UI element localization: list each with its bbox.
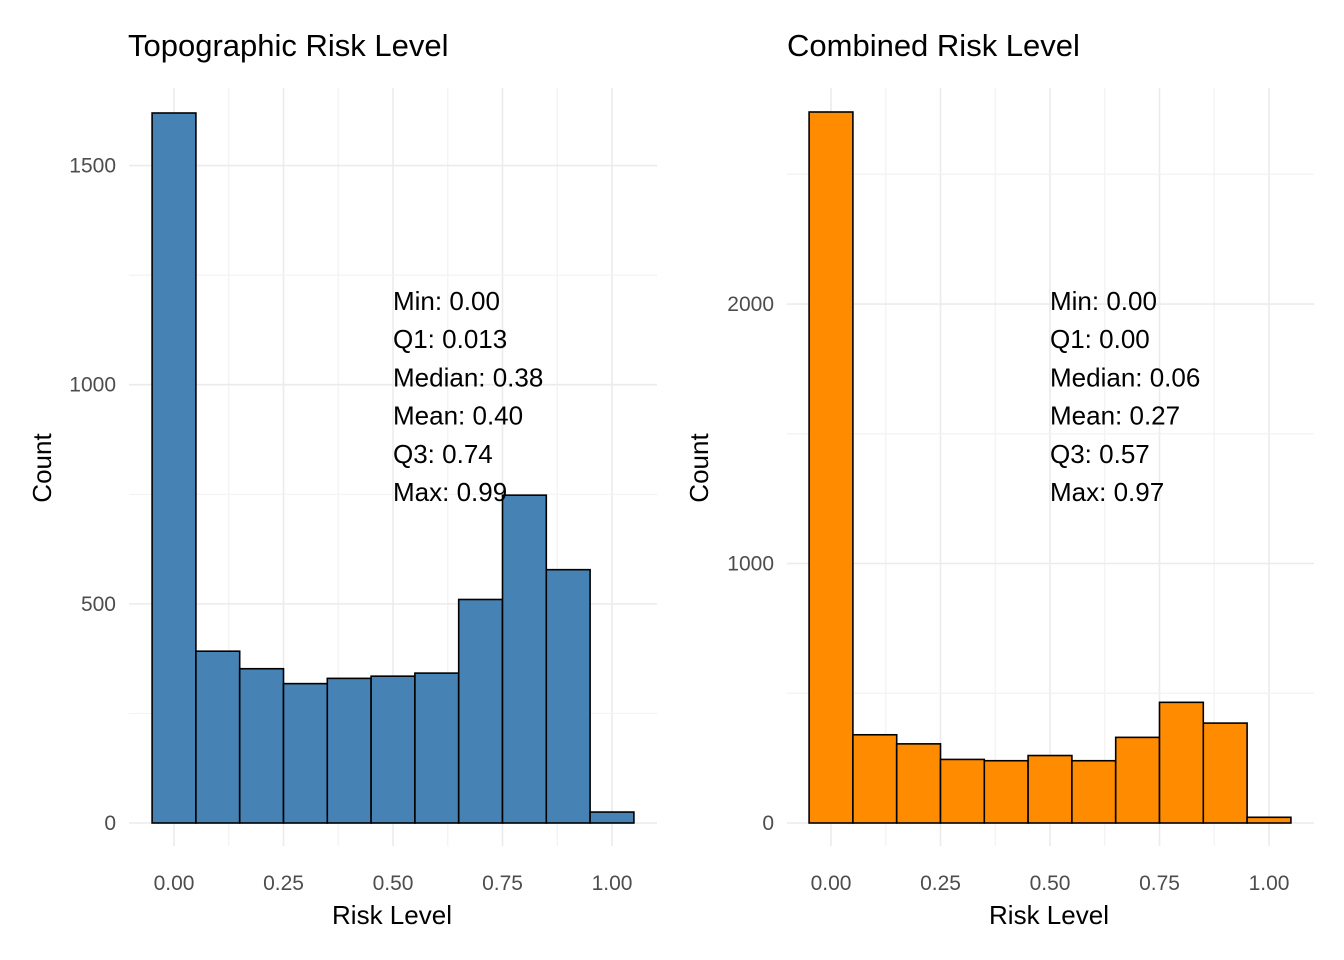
histogram-bar xyxy=(414,672,460,824)
stat-line: Mean: 0.40 xyxy=(393,401,523,431)
histogram-bar xyxy=(195,650,241,824)
histogram-bar xyxy=(852,733,898,824)
stat-line: Max: 0.99 xyxy=(393,477,507,507)
histogram-bar xyxy=(545,568,591,824)
histogram-bar xyxy=(1158,701,1205,824)
histogram-bar xyxy=(895,743,942,824)
histogram-bar xyxy=(1027,754,1073,824)
stat-line: Q1: 0.00 xyxy=(1050,324,1150,354)
histogram-bar xyxy=(1071,759,1117,824)
stat-line: Min: 0.00 xyxy=(393,286,500,316)
histogram-bar xyxy=(1202,722,1248,824)
histogram-bar xyxy=(282,682,329,824)
histogram-bar xyxy=(326,677,372,824)
stat-line: Median: 0.06 xyxy=(1050,362,1200,392)
histogram-bar xyxy=(370,675,416,824)
x-tick-label: 0.00 xyxy=(154,872,195,895)
stat-line: Q3: 0.74 xyxy=(393,439,493,469)
x-tick-label: 0.75 xyxy=(1139,872,1180,895)
stat-line: Q3: 0.57 xyxy=(1050,439,1150,469)
y-tick-label: 0 xyxy=(104,812,116,835)
x-tick-label: 0.50 xyxy=(373,872,414,895)
y-tick-label: 1500 xyxy=(69,155,116,178)
stat-line: Mean: 0.27 xyxy=(1050,401,1180,431)
stats-annotation: Min: 0.00 Q1: 0.00 Median: 0.06 Mean: 0.27 Q… xyxy=(1050,286,1200,507)
panel-topographic: Topographic Risk Level 0.00 0.25 0.50 0.75 1… xyxy=(27,28,657,930)
x-tick-label: 0.50 xyxy=(1030,872,1071,895)
histogram-bar xyxy=(457,598,504,824)
stat-line: Max: 0.97 xyxy=(1050,477,1164,507)
panel-combined: Combined Risk Level 0.00 0.25 0.50 0.75 1.00… xyxy=(684,28,1314,930)
stat-line: Median: 0.38 xyxy=(393,362,543,392)
stat-line: Q1: 0.013 xyxy=(393,324,507,354)
x-tick-label: 0.25 xyxy=(920,872,961,895)
histogram-bar xyxy=(1114,736,1161,824)
bars xyxy=(808,111,1292,824)
y-tick-label: 500 xyxy=(81,593,116,616)
y-tick-labels: 0 500 1000 1500 xyxy=(69,155,116,835)
bars xyxy=(151,112,635,824)
x-tick-label: 0.25 xyxy=(263,872,304,895)
histogram-bar xyxy=(983,759,1029,824)
x-tick-label: 1.00 xyxy=(1249,872,1290,895)
x-axis-title: Risk Level xyxy=(332,900,452,930)
histogram-bar xyxy=(939,758,986,824)
histogram-bar xyxy=(808,111,854,824)
x-tick-label: 0.00 xyxy=(811,872,852,895)
x-tick-labels: 0.00 0.25 0.50 0.75 1.00 xyxy=(811,872,1290,895)
chart-title: Topographic Risk Level xyxy=(128,28,449,63)
histogram-bar xyxy=(238,667,285,824)
histogram-bar xyxy=(1246,816,1292,824)
x-tick-label: 1.00 xyxy=(592,872,633,895)
y-axis-title: Count xyxy=(684,433,714,503)
grid xyxy=(787,88,1314,846)
stat-line: Min: 0.00 xyxy=(1050,286,1157,316)
histogram-bar xyxy=(151,112,197,824)
x-axis-title: Risk Level xyxy=(989,900,1109,930)
y-tick-label: 2000 xyxy=(727,293,774,316)
histogram-bar xyxy=(589,811,635,824)
y-tick-label: 1000 xyxy=(727,553,774,576)
y-tick-label: 1000 xyxy=(69,374,116,397)
histogram-bar xyxy=(501,494,548,824)
stats-annotation: Min: 0.00 Q1: 0.013 Median: 0.38 Mean: 0.40… xyxy=(393,286,543,507)
chart-title: Combined Risk Level xyxy=(787,28,1080,63)
y-tick-labels: 0 1000 2000 xyxy=(727,293,774,835)
x-tick-labels: 0.00 0.25 0.50 0.75 1.00 xyxy=(154,872,633,895)
x-tick-label: 0.75 xyxy=(482,872,523,895)
y-tick-label: 0 xyxy=(762,812,774,835)
y-axis-title: Count xyxy=(27,433,57,503)
